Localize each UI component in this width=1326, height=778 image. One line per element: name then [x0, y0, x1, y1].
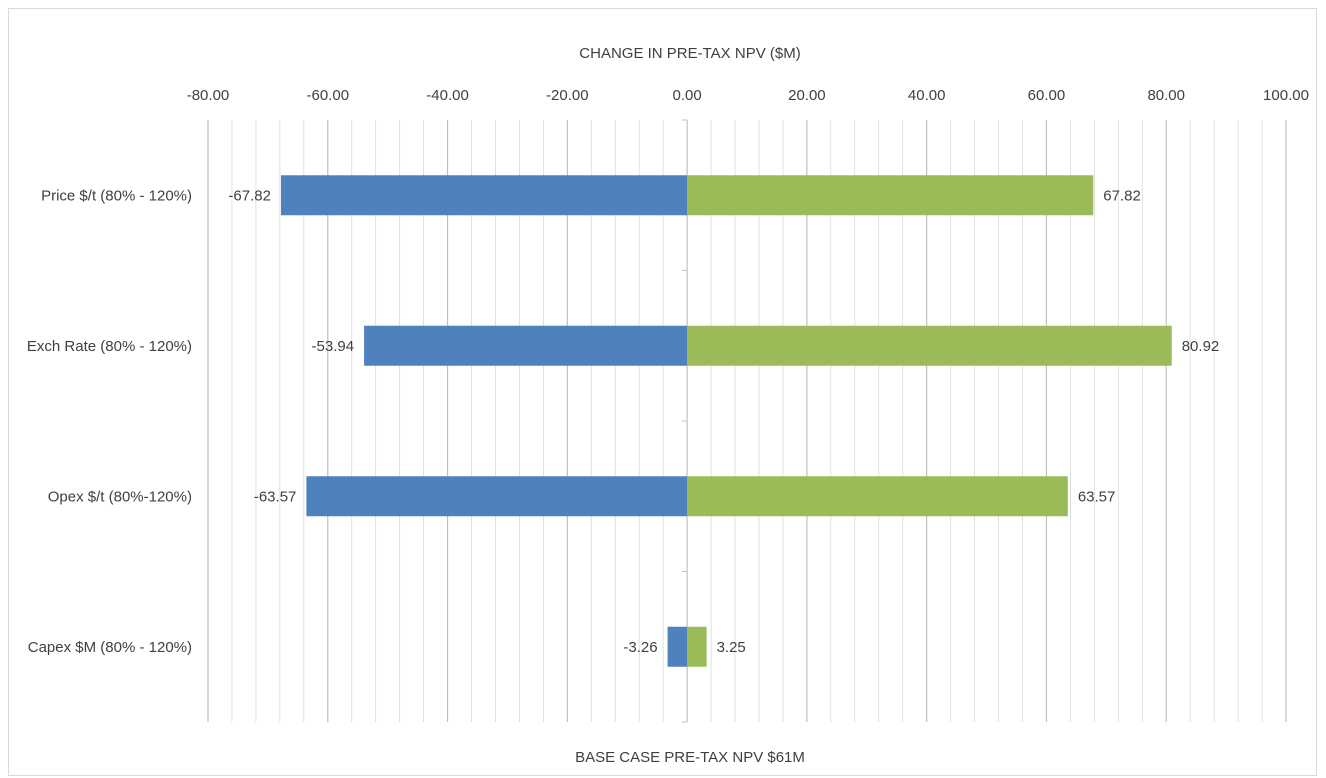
- data-label: 67.82: [1103, 187, 1141, 204]
- bars: [280, 175, 1172, 667]
- category-label: Opex $/t (80%-120%): [48, 488, 192, 505]
- x-tick-label: -80.00: [187, 87, 230, 104]
- bar-high: [687, 325, 1172, 366]
- x-tick-label: 40.00: [908, 87, 946, 104]
- x-tick-label: 100.00: [1263, 87, 1309, 104]
- data-label: -63.57: [254, 488, 297, 505]
- data-labels: -67.82 67.82 -53.94 80.92 -63.57 63.57 -3.26 3.…: [228, 187, 1219, 656]
- x-tick-label: -40.00: [426, 87, 469, 104]
- bar-low: [280, 175, 688, 216]
- bar-high: [687, 626, 707, 667]
- category-labels: Price $/t (80% - 120%) Exch Rate (80% - 1…: [27, 187, 192, 656]
- chart-frame: [8, 8, 1317, 776]
- category-label: Capex $M (80% - 120%): [28, 639, 192, 656]
- gridlines: [207, 120, 1287, 722]
- category-label: Exch Rate (80% - 120%): [27, 338, 192, 355]
- data-label: -53.94: [312, 338, 355, 355]
- category-label: Price $/t (80% - 120%): [41, 187, 192, 204]
- x-tick-label: -20.00: [546, 87, 589, 104]
- bar-high: [687, 476, 1068, 517]
- data-label: 63.57: [1078, 488, 1116, 505]
- data-label: -67.82: [228, 187, 271, 204]
- x-tick-label: 60.00: [1028, 87, 1066, 104]
- chart-title: CHANGE IN PRE-TAX NPV ($M): [579, 45, 800, 62]
- category-axis: [682, 119, 688, 723]
- bar-low: [667, 626, 688, 667]
- x-tick-label: 80.00: [1147, 87, 1185, 104]
- x-tick-label: -60.00: [307, 87, 350, 104]
- x-tick-labels: -80.00 -60.00 -40.00 -20.00 0.00 20.00 40.00 60…: [187, 87, 1309, 104]
- bar-high: [687, 175, 1094, 216]
- data-label: -3.26: [623, 639, 657, 656]
- x-tick-label: 20.00: [788, 87, 826, 104]
- bar-low: [306, 476, 688, 517]
- data-label: 80.92: [1182, 338, 1220, 355]
- data-label: 3.25: [717, 639, 746, 656]
- bar-low: [364, 325, 688, 366]
- x-axis-title: BASE CASE PRE-TAX NPV $61M: [575, 749, 805, 766]
- x-tick-label: 0.00: [673, 87, 702, 104]
